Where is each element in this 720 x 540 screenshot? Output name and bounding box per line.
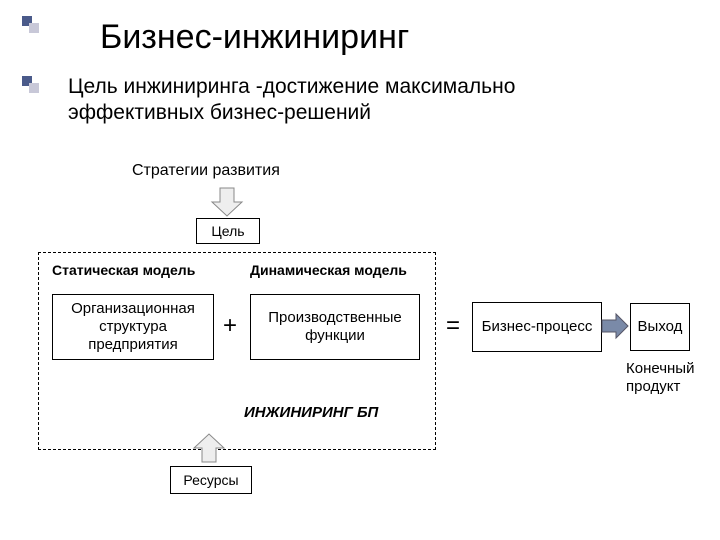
business-process-text: Бизнес-процесс: [482, 318, 593, 336]
arrow-right-output: [600, 312, 630, 340]
prod-functions-box: Производственные функции: [250, 294, 420, 360]
resources-box: Ресурсы: [170, 466, 252, 494]
subtitle-line1: Цель инжиниринга -достижение максимально: [68, 75, 515, 98]
bullet-decor-1: [22, 16, 32, 26]
business-process-box: Бизнес-процесс: [472, 302, 602, 352]
final-product-l2: продукт: [626, 378, 680, 395]
bullet-decor-2: [22, 76, 32, 86]
goal-label: Цель: [211, 223, 244, 240]
bp-engineering-label: ИНЖИНИРИНГ БП: [244, 404, 378, 421]
output-box: Выход: [630, 303, 690, 351]
org-structure-box: Организационная структура предприятия: [52, 294, 214, 360]
equals-sign: =: [446, 312, 460, 340]
static-model-label: Статическая модель: [52, 262, 195, 278]
plus-sign: +: [223, 312, 237, 340]
prod-functions-text: Производственные функции: [251, 309, 419, 345]
arrow-down-resources: [192, 432, 226, 464]
strategies-label: Стратегии развития: [132, 162, 280, 180]
subtitle-line2: эффективных бизнес-решений: [68, 101, 371, 124]
final-product-label: Конечный продукт: [626, 360, 694, 396]
final-product-l1: Конечный: [626, 360, 694, 377]
goal-box: Цель: [196, 218, 260, 244]
arrow-down-strategies: [210, 186, 244, 218]
dynamic-model-label: Динамическая модель: [250, 262, 407, 278]
subtitle: Цель инжиниринга -достижение максимально…: [68, 74, 515, 127]
output-text: Выход: [638, 318, 683, 336]
page-title: Бизнес-инжиниринг: [100, 18, 409, 57]
resources-text: Ресурсы: [183, 472, 238, 489]
org-structure-text: Организационная структура предприятия: [53, 300, 213, 354]
